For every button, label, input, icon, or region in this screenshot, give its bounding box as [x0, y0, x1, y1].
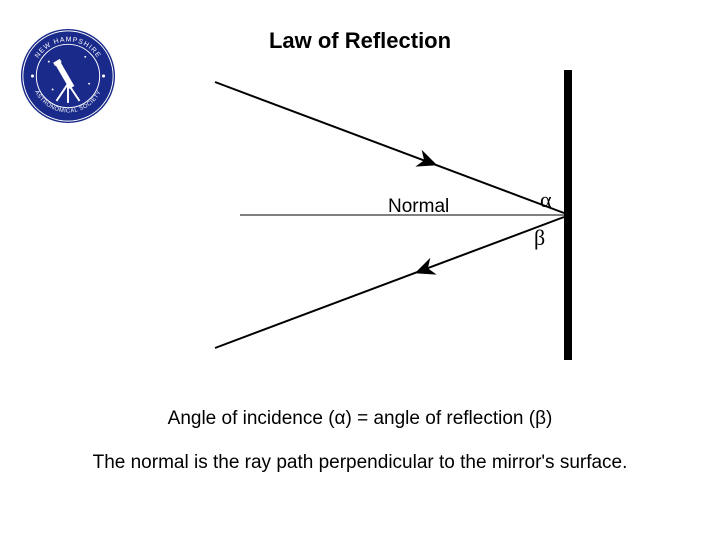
mirror: [564, 70, 572, 360]
arrowhead-reflected: [412, 258, 437, 282]
diagram-svg: [150, 70, 580, 370]
reflection-diagram: [150, 70, 580, 370]
reflected-ray: [215, 217, 564, 348]
normal-label: Normal: [388, 196, 449, 218]
beta-label: β: [534, 225, 545, 251]
description-text: The normal is the ray path perpendicular…: [0, 452, 720, 474]
logo-svg: NEW HAMPSHIRE ASTRONOMICAL SOCIETY: [20, 28, 116, 124]
society-logo: NEW HAMPSHIRE ASTRONOMICAL SOCIETY: [20, 28, 116, 124]
arrowhead-incident: [415, 150, 440, 174]
alpha-label: α: [540, 187, 552, 213]
incident-ray: [215, 82, 564, 213]
equation-text: Angle of incidence (α) = angle of reflec…: [0, 408, 720, 430]
